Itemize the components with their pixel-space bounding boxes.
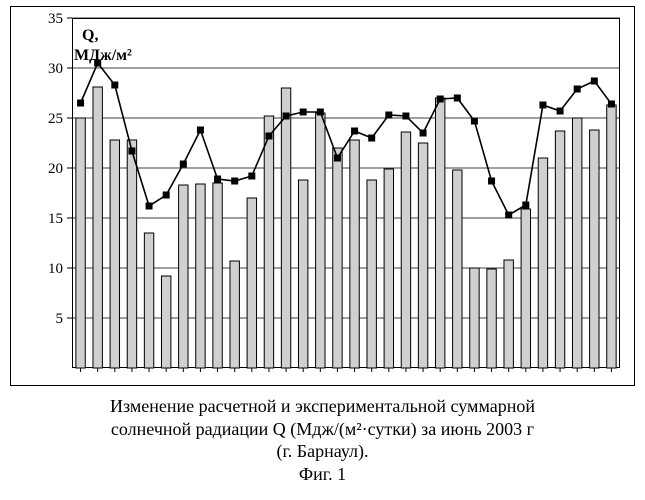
svg-text:5: 5	[56, 311, 64, 327]
svg-text:30: 30	[48, 61, 63, 77]
svg-text:25: 25	[48, 111, 63, 127]
caption-line-2: солнечной радиации Q (Мдж/(м²·сутки) за …	[0, 418, 645, 441]
svg-text:15: 15	[48, 211, 63, 227]
caption-line-4: Фиг. 1	[0, 463, 645, 486]
caption-line-3: (г. Барнаул).	[0, 440, 645, 463]
svg-text:35: 35	[48, 11, 63, 27]
svg-text:20: 20	[48, 161, 63, 177]
caption-line-1: Изменение расчетной и экспериментальной …	[0, 395, 645, 418]
figure-caption: Изменение расчетной и экспериментальной …	[0, 395, 645, 485]
svg-text:10: 10	[48, 261, 63, 277]
svg-text:Q,: Q,	[82, 27, 98, 44]
chart-canvas: 5 10 15 20 25 30 35 Q, МДж/м²	[0, 0, 645, 400]
svg-text:МДж/м²: МДж/м²	[74, 47, 132, 64]
